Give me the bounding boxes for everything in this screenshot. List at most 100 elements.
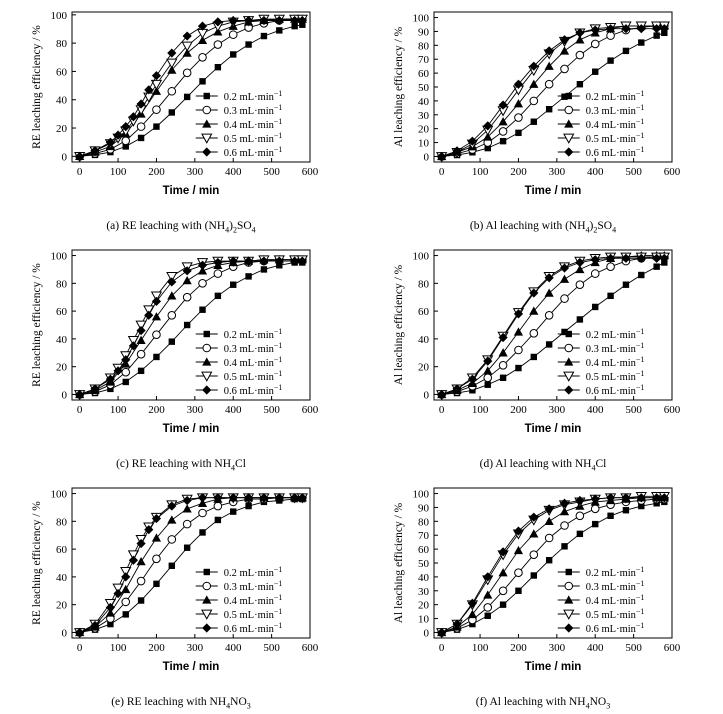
caption-part: 3 [606, 701, 611, 711]
y-tick-label: 60 [56, 544, 68, 556]
data-point [297, 15, 307, 26]
figure-caption: (a) RE leaching with (NH4)2SO4 [0, 220, 362, 234]
legend-label: 0.3 mL·min−1 [586, 103, 645, 117]
data-point [90, 620, 100, 631]
legend-marker [201, 133, 213, 144]
x-axis-label: Time / min [525, 185, 582, 197]
data-point [214, 63, 222, 71]
x-tick-label: 400 [587, 642, 604, 654]
data-point [544, 533, 554, 543]
y-tick-label: 60 [56, 66, 68, 78]
x-axis-label: Time / min [525, 661, 582, 673]
x-tick-label: 500 [263, 166, 280, 178]
plot-frame [71, 11, 311, 163]
legend-marker [564, 105, 574, 115]
y-axis-label: RE leaching efficiency / % [31, 263, 43, 387]
data-point [659, 24, 669, 34]
data-point [545, 557, 553, 564]
data-point [144, 310, 154, 320]
data-point [499, 374, 507, 381]
data-point [576, 530, 584, 538]
data-point [559, 274, 570, 283]
data-point [230, 51, 237, 58]
legend-label: 0.3 mL·min−1 [224, 103, 283, 117]
x-axis-label: Time / min [163, 661, 220, 673]
legend-label: 0.2 mL·min−1 [586, 327, 645, 341]
data-point [437, 627, 447, 638]
legend-marker [202, 623, 212, 633]
series-1 [438, 259, 668, 398]
data-point [659, 493, 669, 503]
y-tick-label: 10 [418, 614, 430, 626]
caption-part: (d) Al leaching with NH [479, 458, 592, 470]
data-point [467, 609, 477, 619]
x-tick-label: 300 [549, 404, 566, 416]
data-point [515, 587, 522, 594]
data-point [136, 576, 146, 586]
data-point [290, 15, 300, 26]
data-point [576, 81, 584, 88]
legend-marker [203, 330, 210, 338]
data-point [291, 22, 298, 30]
legend-label: 0.4 mL·min−1 [224, 117, 283, 131]
data-point [652, 24, 662, 34]
y-tick-label: 80 [418, 40, 430, 52]
series-line [79, 24, 303, 157]
data-point [653, 263, 660, 270]
data-point [484, 612, 491, 619]
legend: 0.2 mL·min−10.3 mL·min−10.4 mL·min−10.5 … [557, 327, 645, 397]
x-tick-label: 200 [510, 166, 527, 178]
y-tick-label: 0 [62, 389, 68, 401]
legend-label: 0.2 mL·min−1 [586, 89, 645, 103]
y-tick-label: 70 [418, 530, 430, 542]
data-point [290, 493, 300, 503]
y-tick-label: 70 [418, 54, 430, 66]
data-point [213, 269, 223, 278]
data-point [575, 511, 585, 521]
y-tick-label: 40 [418, 96, 430, 108]
data-point [121, 136, 131, 146]
legend-marker [564, 581, 574, 591]
chart-panel-a: 0 100 200 300 400 500 600 0 20 40 60 80 100 Time / mi… [0, 0, 362, 238]
data-point [152, 330, 161, 340]
data-point [483, 366, 493, 375]
data-point [197, 493, 208, 503]
data-point [228, 493, 238, 503]
data-point [198, 52, 207, 62]
data-point [274, 15, 284, 26]
chart-svg-a: 0 100 200 300 400 500 600 0 20 40 60 80 100 Time / mi… [31, 10, 319, 197]
legend-label: 0.4 mL·min−1 [586, 117, 645, 131]
x-tick-label: 500 [263, 404, 280, 416]
data-point [592, 68, 599, 75]
legend: 0.2 mL·min−10.3 mL·min−10.4 mL·min−10.5 … [195, 327, 282, 397]
data-point [214, 516, 222, 524]
y-tick-label: 20 [418, 600, 430, 612]
series-line [441, 28, 665, 157]
data-point [513, 327, 524, 336]
caption-part: 3 [246, 701, 251, 711]
data-point [529, 529, 539, 538]
y-tick-label: 0 [424, 151, 430, 163]
data-point [575, 50, 585, 60]
data-point [121, 584, 131, 594]
legend-marker [564, 147, 574, 157]
data-point [199, 529, 206, 536]
caption-part: 4 [612, 225, 617, 235]
series-line [441, 25, 665, 157]
x-tick-label: 200 [148, 166, 165, 178]
data-point [122, 143, 129, 150]
caption-part: NO [230, 696, 247, 708]
data-point [484, 381, 491, 388]
data-point [592, 520, 599, 528]
data-point [75, 389, 85, 400]
legend-label: 0.6 mL·min−1 [586, 145, 645, 159]
data-point [498, 117, 508, 126]
y-tick-label: 80 [56, 38, 68, 50]
legend-label: 0.5 mL·min−1 [586, 607, 645, 621]
y-tick-label: 0 [62, 627, 68, 639]
x-tick-label: 100 [110, 166, 127, 178]
y-tick-label: 50 [418, 558, 430, 570]
caption-part: (b) Al leaching with (NH [469, 220, 586, 232]
data-point [544, 288, 554, 297]
data-point [636, 253, 646, 263]
